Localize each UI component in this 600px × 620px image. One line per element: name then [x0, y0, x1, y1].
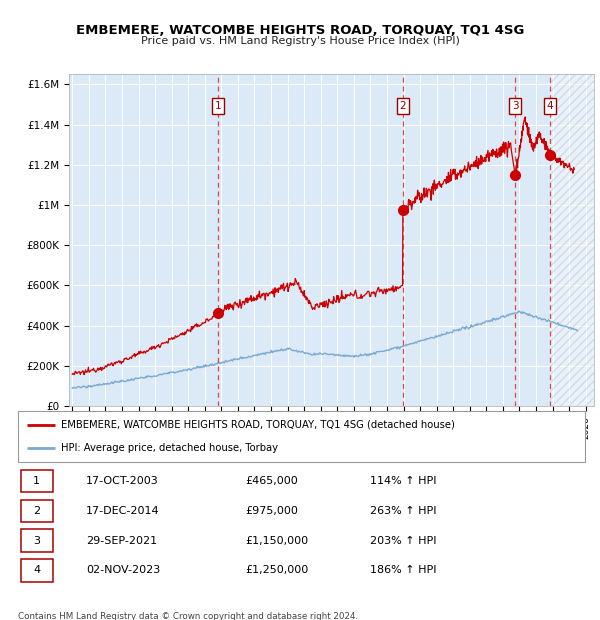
Text: 114% ↑ HPI: 114% ↑ HPI — [370, 476, 436, 486]
FancyBboxPatch shape — [22, 470, 53, 492]
Text: 1: 1 — [215, 101, 221, 111]
FancyBboxPatch shape — [22, 559, 53, 582]
Text: HPI: Average price, detached house, Torbay: HPI: Average price, detached house, Torb… — [61, 443, 278, 453]
Text: 263% ↑ HPI: 263% ↑ HPI — [370, 506, 436, 516]
Text: 186% ↑ HPI: 186% ↑ HPI — [370, 565, 436, 575]
Text: 3: 3 — [33, 536, 40, 546]
Bar — [550, 74, 594, 406]
Text: £1,150,000: £1,150,000 — [245, 536, 308, 546]
FancyBboxPatch shape — [22, 529, 53, 552]
Text: 2: 2 — [33, 506, 40, 516]
Text: 17-OCT-2003: 17-OCT-2003 — [86, 476, 159, 486]
Text: 1: 1 — [33, 476, 40, 486]
FancyBboxPatch shape — [22, 500, 53, 522]
Text: Price paid vs. HM Land Registry's House Price Index (HPI): Price paid vs. HM Land Registry's House … — [140, 36, 460, 46]
Text: £465,000: £465,000 — [245, 476, 298, 486]
Text: 17-DEC-2014: 17-DEC-2014 — [86, 506, 160, 516]
Text: Contains HM Land Registry data © Crown copyright and database right 2024.
This d: Contains HM Land Registry data © Crown c… — [18, 612, 358, 620]
Text: 4: 4 — [33, 565, 40, 575]
Text: EMBEMERE, WATCOMBE HEIGHTS ROAD, TORQUAY, TQ1 4SG (detached house): EMBEMERE, WATCOMBE HEIGHTS ROAD, TORQUAY… — [61, 420, 454, 430]
Text: 02-NOV-2023: 02-NOV-2023 — [86, 565, 160, 575]
Text: 2: 2 — [400, 101, 406, 111]
Text: £975,000: £975,000 — [245, 506, 298, 516]
Text: 4: 4 — [547, 101, 553, 111]
Text: £1,250,000: £1,250,000 — [245, 565, 308, 575]
Text: 203% ↑ HPI: 203% ↑ HPI — [370, 536, 436, 546]
FancyBboxPatch shape — [18, 411, 585, 462]
Text: 3: 3 — [512, 101, 518, 111]
Text: EMBEMERE, WATCOMBE HEIGHTS ROAD, TORQUAY, TQ1 4SG: EMBEMERE, WATCOMBE HEIGHTS ROAD, TORQUAY… — [76, 24, 524, 37]
Text: 29-SEP-2021: 29-SEP-2021 — [86, 536, 157, 546]
